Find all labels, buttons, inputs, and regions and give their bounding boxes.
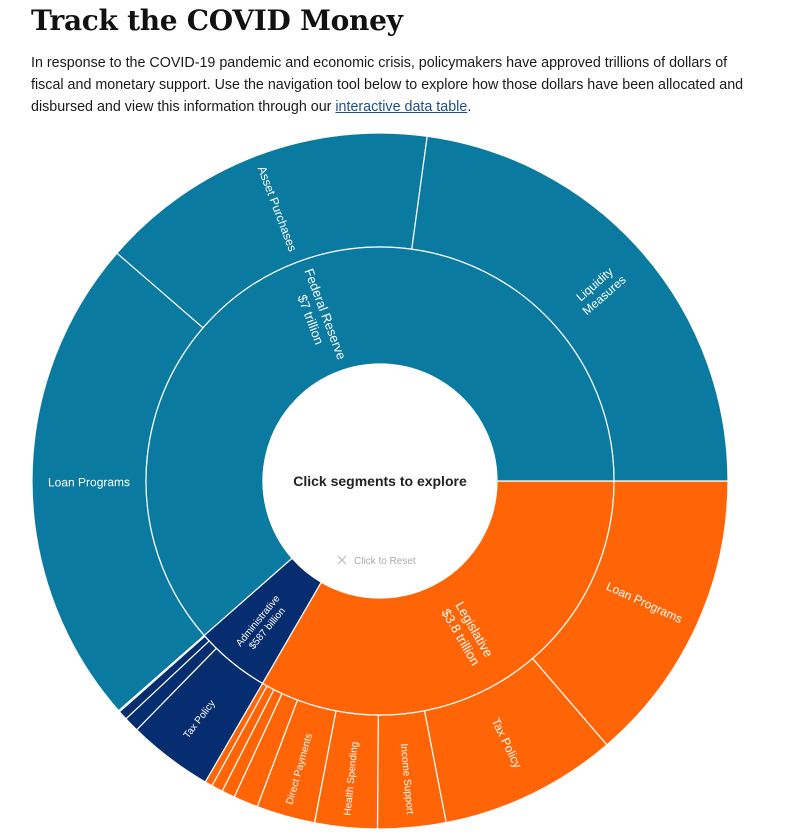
outer-label-federal_reserve-loan-programs: Loan Programs: [48, 475, 130, 489]
reset-button[interactable]: Click to Reset: [354, 556, 416, 567]
center-circle[interactable]: [264, 365, 496, 597]
segment-layer: [31, 132, 729, 830]
inner-segment-legislative[interactable]: [261, 480, 615, 716]
close-icon[interactable]: [337, 555, 347, 565]
center-area[interactable]: Click segments to explore Click to Reset: [264, 365, 496, 597]
center-label: Click segments to explore: [293, 473, 467, 489]
intro-text: In response to the COVID-19 pandemic and…: [31, 55, 744, 115]
intro-end: .: [467, 99, 472, 115]
intro-paragraph: In response to the COVID-19 pandemic and…: [31, 52, 761, 118]
interactive-data-table-link[interactable]: interactive data table: [335, 99, 468, 115]
page-title: Track the COVID Money: [31, 4, 403, 37]
inner-segment-federal_reserve[interactable]: [145, 246, 615, 637]
